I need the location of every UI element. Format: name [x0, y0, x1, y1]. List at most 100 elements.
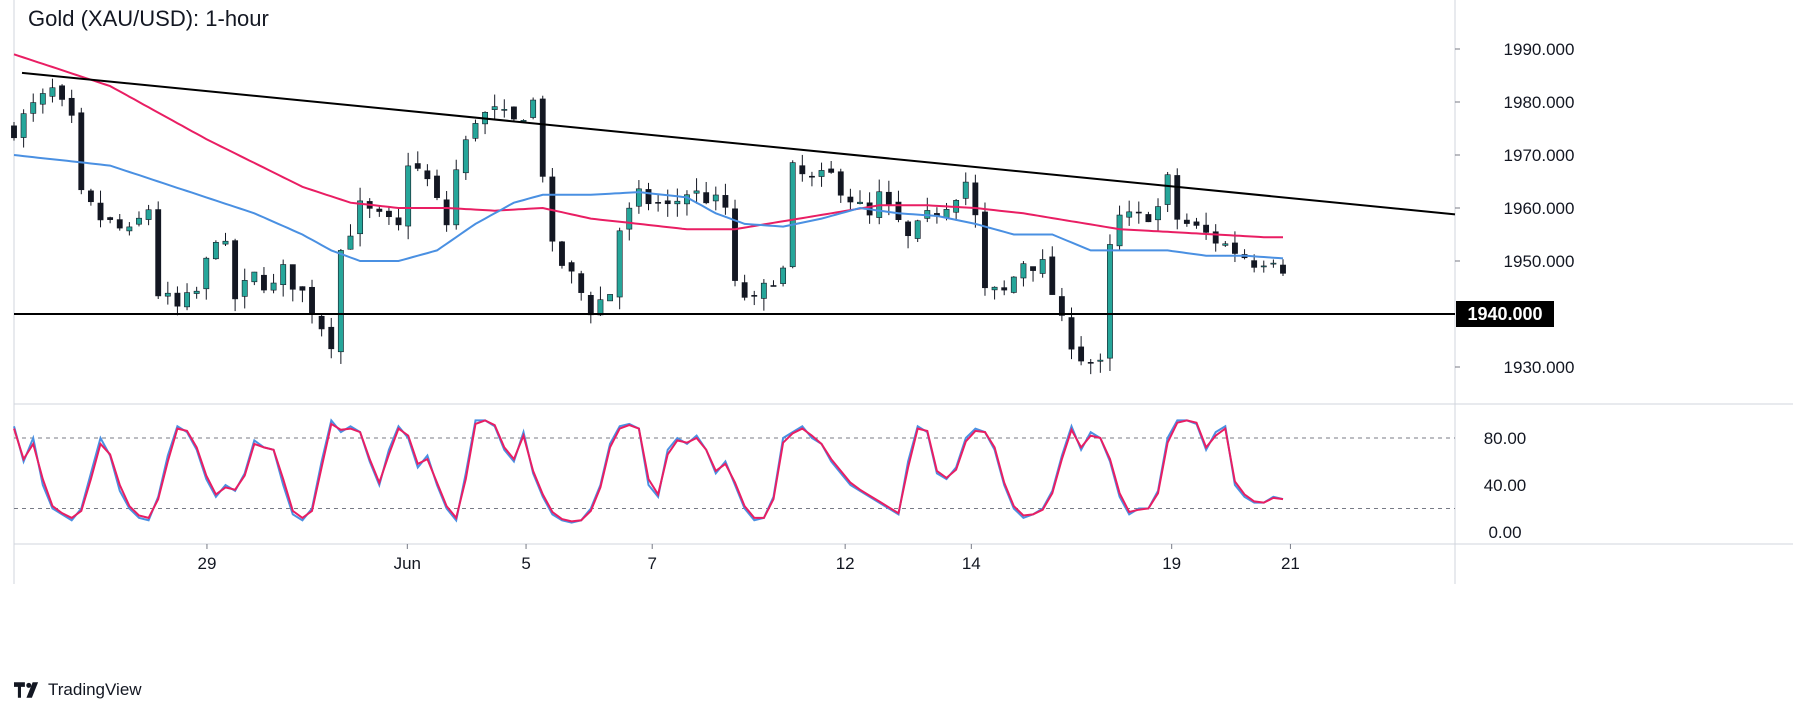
candle-body	[780, 267, 787, 284]
candle-body	[232, 240, 239, 300]
time-tick-label: Jun	[394, 554, 421, 573]
candle-body	[1039, 259, 1046, 274]
candle-body	[616, 230, 623, 298]
candle-body	[693, 190, 700, 194]
candle-body	[107, 217, 114, 220]
candle-body	[1116, 214, 1123, 247]
candle-body	[261, 274, 267, 291]
stochastic-tick-label: 40.00	[1484, 476, 1527, 495]
candle-body	[289, 264, 296, 290]
candle-body	[597, 299, 604, 316]
stochastic-k-line	[13, 418, 1284, 524]
descending-trendline	[21, 71, 1456, 216]
candle-body	[885, 191, 892, 205]
candle-body	[491, 106, 498, 110]
candle-body	[222, 240, 229, 245]
candle-body	[587, 295, 594, 316]
candle-body	[1183, 219, 1190, 224]
candle-body	[87, 190, 94, 203]
candle-body	[30, 102, 37, 114]
candle-body	[1212, 231, 1219, 244]
stochastic-tick-label: 0.00	[1488, 523, 1521, 542]
moving-averages	[13, 53, 1284, 262]
price-tick-label: 1980.000	[1504, 93, 1575, 112]
candle-body	[184, 292, 190, 308]
candle-body	[357, 200, 364, 235]
candle-body	[568, 262, 575, 272]
candle-body	[39, 93, 46, 105]
candle-body	[1058, 296, 1065, 316]
candle-body	[405, 165, 412, 227]
time-axis[interactable]: 29 Jun 5 7 12 14 19 21	[197, 544, 1300, 573]
candle-body	[982, 211, 988, 289]
candle-body	[972, 182, 979, 216]
candle-body	[962, 181, 969, 199]
candle-body	[1260, 265, 1267, 268]
candle-body	[1126, 211, 1133, 218]
candle-body	[818, 170, 825, 177]
candle-body	[837, 171, 844, 196]
candle-body	[1107, 244, 1113, 359]
candle-body	[1280, 264, 1286, 274]
candle-body	[530, 99, 537, 118]
candle-body	[732, 208, 738, 281]
candle-body	[559, 241, 565, 266]
candle-body	[1010, 276, 1017, 293]
candle-body	[68, 97, 75, 116]
candle-body	[1030, 266, 1036, 271]
candle-body	[1232, 242, 1238, 254]
time-tick-label: 29	[197, 554, 216, 573]
time-tick-label: 7	[647, 554, 656, 573]
candle-body	[164, 292, 171, 297]
candle-body	[59, 85, 65, 100]
support-price-box	[1456, 301, 1554, 327]
candle-body	[703, 192, 710, 204]
tradingview-logo-icon	[14, 682, 39, 698]
time-tick-label: 19	[1162, 554, 1181, 573]
candle-body	[241, 280, 248, 297]
candle-body	[395, 217, 402, 226]
candle-body	[280, 264, 287, 286]
candle-body	[193, 290, 200, 294]
drawn-lines[interactable]	[14, 71, 1456, 315]
candle-body	[136, 217, 142, 225]
candle-body	[1251, 260, 1258, 268]
candle-body	[443, 199, 450, 226]
time-tick-label: 5	[521, 554, 530, 573]
candle-body	[799, 165, 806, 175]
candle-body	[645, 189, 652, 205]
price-axis[interactable]: 1990.000 1980.000 1970.000 1960.000 1950.000…	[1455, 40, 1574, 377]
candle-body	[1270, 262, 1277, 265]
slow-moving-average-line	[13, 53, 1283, 239]
candle-body	[1145, 214, 1152, 223]
candle-body	[462, 139, 469, 174]
candle-body	[126, 226, 133, 232]
candle-body	[386, 210, 392, 218]
candle-body	[116, 219, 123, 229]
candle-body	[712, 194, 719, 202]
candle-body	[1049, 256, 1056, 295]
candle-body	[1174, 175, 1181, 220]
brand-footer[interactable]: TradingView	[14, 680, 142, 700]
time-tick-label: 14	[962, 554, 981, 573]
candle-body	[328, 326, 335, 350]
candle-body	[97, 202, 104, 221]
candle-body	[78, 112, 85, 191]
candle-body	[414, 163, 421, 169]
candle-body	[664, 200, 671, 205]
grid-lines	[13, 0, 1793, 584]
candle-body	[828, 168, 835, 173]
stochastic-axis[interactable]: 80.00 40.00 0.00	[14, 429, 1526, 542]
candle-body	[751, 295, 758, 297]
candle-body	[1222, 243, 1229, 246]
candle-body	[453, 169, 460, 226]
candle-body	[424, 170, 431, 180]
stochastic-oscillator	[13, 418, 1284, 524]
price-tick-label: 1970.000	[1504, 146, 1575, 165]
candle-body	[434, 175, 440, 198]
candle-body	[347, 235, 354, 250]
candle-body	[318, 315, 325, 330]
candle-body	[770, 285, 777, 287]
time-tick-label: 21	[1281, 554, 1300, 573]
